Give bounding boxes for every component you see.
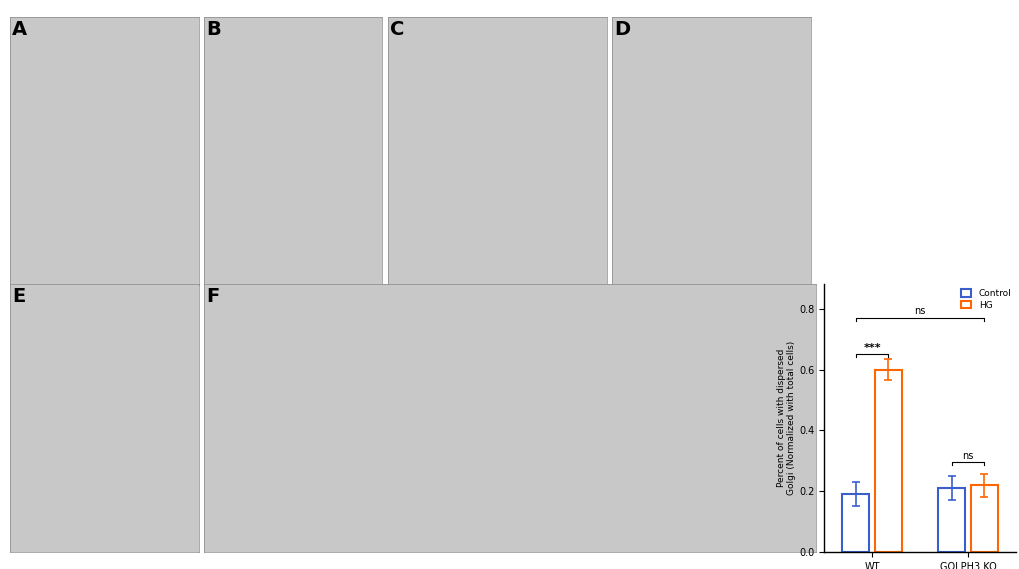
Bar: [842, 494, 868, 552]
Text: ns: ns: [913, 307, 925, 316]
Bar: [937, 488, 964, 552]
Bar: [874, 370, 901, 552]
Text: A: A: [12, 20, 28, 39]
Y-axis label: Percent of cells with dispersed
Golgi (Normalized with total cells): Percent of cells with dispersed Golgi (N…: [776, 341, 796, 496]
Text: B: B: [206, 20, 220, 39]
Legend: Control, HG: Control, HG: [960, 289, 1011, 310]
Text: E: E: [12, 287, 25, 306]
Text: ns: ns: [961, 451, 973, 461]
Text: F: F: [206, 287, 219, 306]
Text: D: D: [613, 20, 630, 39]
Text: C: C: [389, 20, 404, 39]
Text: ***: ***: [862, 343, 880, 353]
Bar: [970, 485, 997, 552]
